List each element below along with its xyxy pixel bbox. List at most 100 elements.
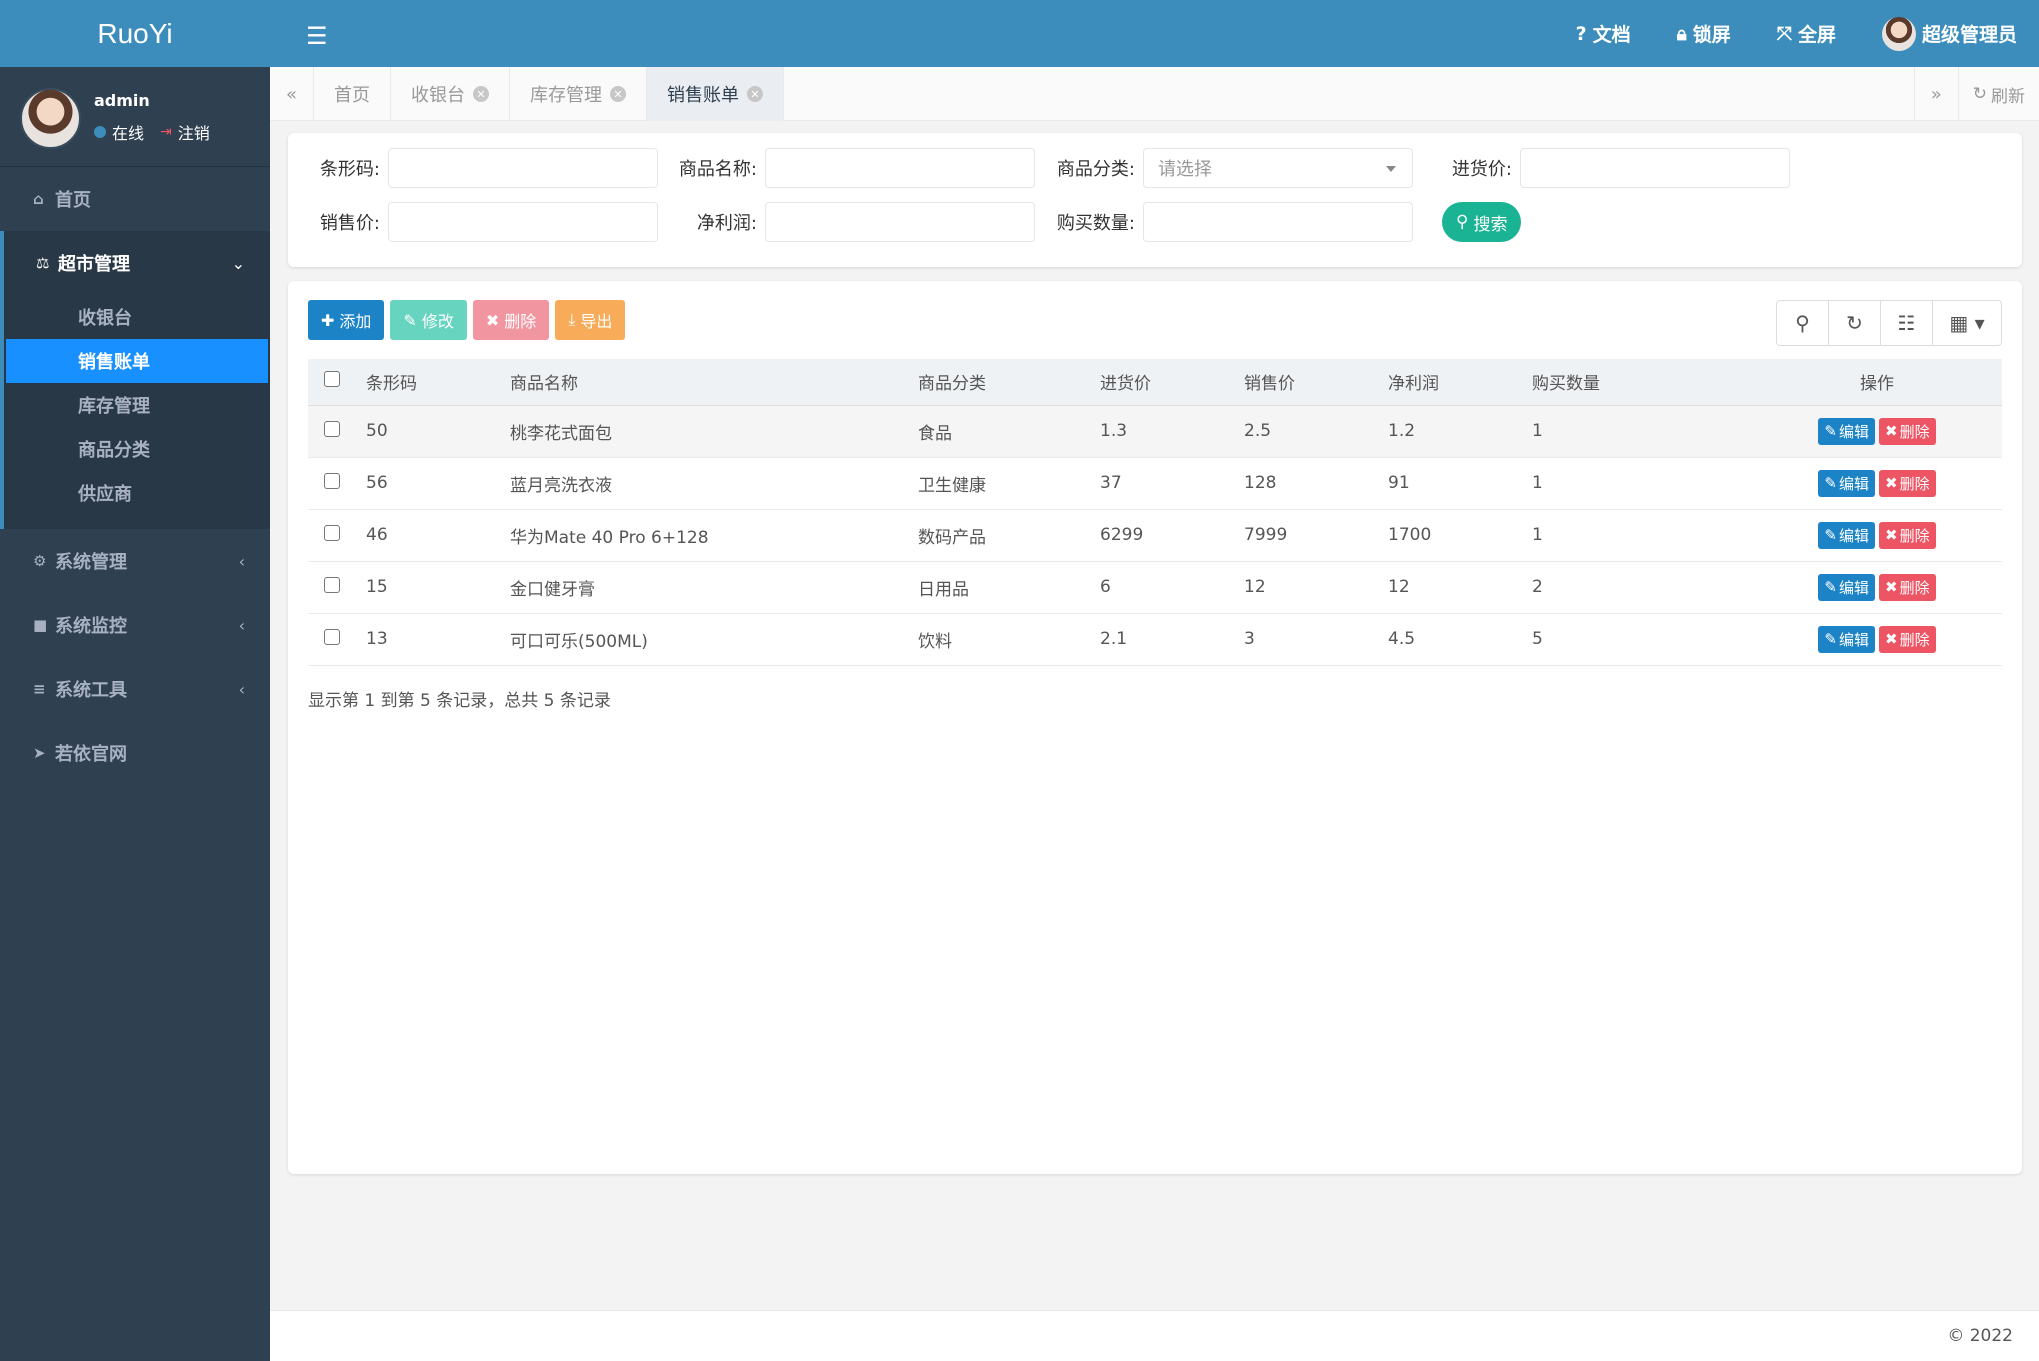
col-name[interactable]: 商品名称: [510, 359, 918, 406]
add-button[interactable]: ✚ 添加: [308, 300, 385, 340]
table-row[interactable]: 46 华为Mate 40 Pro 6+128 数码产品 6299 7999 1700 1 ✎ 编…: [308, 509, 2002, 562]
table-row[interactable]: 56 蓝月亮洗衣液 卫生健康 37 128 91 1 ✎ 编辑 ✖ 删除: [308, 457, 2002, 510]
row-delete-button[interactable]: ✖ 删除: [1879, 417, 1936, 445]
close-icon[interactable]: ✕: [473, 86, 489, 102]
net-profit-input[interactable]: [765, 202, 1035, 242]
edit-label: 修改: [421, 312, 454, 331]
sidebar-subitem-supplier[interactable]: 供应商: [78, 484, 132, 505]
refresh-button[interactable]: ↻ 刷新: [1957, 67, 2039, 121]
row-edit-button[interactable]: ✎ 编辑: [1818, 417, 1875, 445]
sidebar-subitem-inventory[interactable]: 库存管理: [78, 396, 150, 417]
row-delete-button[interactable]: ✖ 删除: [1879, 469, 1936, 497]
menu-toggle-icon[interactable]: ☰: [306, 22, 328, 50]
col-sale-price[interactable]: 销售价: [1244, 359, 1388, 406]
category-select[interactable]: 请选择: [1143, 148, 1413, 188]
sidebar-item-system[interactable]: ⚙ 系统管理 ‹: [0, 529, 270, 593]
table-cell: 4.5: [1388, 613, 1532, 666]
edit-button[interactable]: ✎ 修改: [390, 300, 467, 340]
sidebar-item-label: 首页: [55, 190, 91, 211]
quantity-input[interactable]: [1143, 202, 1413, 242]
table-cell: 数码产品: [918, 509, 1100, 562]
row-checkbox[interactable]: [324, 628, 340, 645]
user-menu-label: 超级管理员: [1921, 24, 2017, 46]
table-row[interactable]: 50 桃李花式面包 食品 1.3 2.5 1.2 1 ✎ 编辑 ✖ 删除: [308, 405, 2002, 458]
list-icon[interactable]: ☷: [1881, 301, 1933, 345]
search-icon: ⚲: [1456, 212, 1469, 231]
sidebar-subitem-sales-bill[interactable]: 销售账单: [6, 339, 268, 383]
chevron-left-icon: ‹: [238, 615, 245, 635]
delete-button[interactable]: ✖ 删除: [472, 300, 550, 340]
table-cell: 1: [1532, 509, 1752, 562]
tabs-scroll-left-icon[interactable]: «: [270, 67, 314, 121]
select-all-checkbox[interactable]: [324, 371, 340, 388]
sidebar-subitem-category[interactable]: 商品分类: [78, 440, 150, 461]
row-checkbox[interactable]: [324, 472, 340, 489]
row-edit-label: 编辑: [1838, 526, 1869, 545]
sale-price-input[interactable]: [388, 202, 658, 242]
table-cell: 桃李花式面包: [510, 405, 918, 458]
col-category[interactable]: 商品分类: [918, 359, 1100, 406]
avatar[interactable]: [20, 88, 81, 149]
download-icon: ⤓: [568, 310, 576, 329]
table-row[interactable]: 13 可口可乐(500ML) 饮料 2.1 3 4.5 5 ✎ 编辑 ✖ 删除: [308, 613, 2002, 666]
user-panel: admin 在线 ⇥ 注销: [0, 67, 270, 167]
lock-button[interactable]: 🔒︎ 锁屏: [1677, 20, 1731, 47]
tabs-scroll-right-icon[interactable]: »: [1913, 67, 1958, 121]
row-edit-button[interactable]: ✎ 编辑: [1818, 573, 1875, 601]
sidebar-item-monitor[interactable]: ■ 系统监控 ‹: [0, 593, 270, 657]
table-cell: 37: [1100, 457, 1244, 510]
columns-icon[interactable]: ▦ ▾: [1949, 311, 1985, 335]
row-delete-button[interactable]: ✖ 删除: [1879, 573, 1936, 601]
fullscreen-button[interactable]: ⤧ 全屏: [1777, 20, 1836, 47]
edit-icon: ✎: [1824, 578, 1837, 596]
sidebar-item-tools[interactable]: ≡ 系统工具 ‹: [0, 657, 270, 721]
barcode-label: 条形码:: [319, 159, 380, 180]
row-delete-button[interactable]: ✖ 删除: [1879, 625, 1936, 653]
tab-home[interactable]: 首页: [314, 67, 391, 121]
tab-sales-bill[interactable]: 销售账单 ✕: [647, 67, 784, 121]
logout-icon[interactable]: ⇥: [160, 124, 172, 140]
col-quantity[interactable]: 购买数量: [1532, 359, 1752, 406]
name-input[interactable]: [765, 148, 1035, 188]
row-checkbox[interactable]: [324, 524, 340, 541]
user-menu[interactable]: 超级管理员: [1881, 16, 2017, 51]
row-delete-button[interactable]: ✖ 删除: [1879, 521, 1936, 549]
tab-cashier[interactable]: 收银台 ✕: [391, 67, 510, 121]
row-edit-label: 编辑: [1838, 578, 1869, 597]
table-panel: ✚ 添加 ✎ 修改 ✖ 删除 ⤓ 导出 ⚲ ↻ ☷ ▦ ▾ 条形码 商品名称 商品分类 …: [288, 281, 2022, 1174]
table-cell: 46: [366, 509, 510, 562]
sale-price-label: 销售价:: [319, 213, 380, 234]
barcode-input[interactable]: [388, 148, 658, 188]
export-button[interactable]: ⤓ 导出: [555, 300, 626, 340]
row-checkbox[interactable]: [324, 420, 340, 437]
lock-label: 锁屏: [1692, 24, 1731, 46]
search-form: 条形码: 商品名称: 商品分类: 请选择 进货价: 销售价: 净利润: 购买数量…: [288, 133, 2022, 267]
pagination-info: 显示第 1 到第 5 条记录，总共 5 条记录: [308, 691, 611, 711]
row-delete-label: 删除: [1899, 630, 1930, 649]
row-edit-button[interactable]: ✎ 编辑: [1818, 521, 1875, 549]
sidebar-item-supermarket[interactable]: ⚖ 超市管理 ⌄: [4, 231, 270, 295]
row-delete-label: 删除: [1899, 422, 1930, 441]
col-purchase-price[interactable]: 进货价: [1100, 359, 1244, 406]
app-logo[interactable]: RuoYi: [0, 0, 270, 67]
send-icon: ➤: [33, 744, 46, 762]
table-row[interactable]: 15 金口健牙膏 日用品 6 12 12 2 ✎ 编辑 ✖ 删除: [308, 561, 2002, 614]
tab-inventory[interactable]: 库存管理 ✕: [510, 67, 647, 121]
sidebar-subitem-cashier[interactable]: 收银台: [78, 308, 132, 329]
purchase-price-input[interactable]: [1520, 148, 1790, 188]
search-button[interactable]: ⚲ 搜索: [1442, 202, 1522, 242]
row-checkbox[interactable]: [324, 576, 340, 593]
docs-button[interactable]: ? 文档: [1576, 20, 1631, 47]
row-edit-button[interactable]: ✎ 编辑: [1818, 469, 1875, 497]
sidebar-item-website[interactable]: ➤ 若依官网: [0, 721, 270, 785]
close-icon[interactable]: ✕: [747, 86, 763, 102]
refresh-icon[interactable]: ↻: [1829, 301, 1881, 345]
close-icon[interactable]: ✕: [610, 86, 626, 102]
col-net-profit[interactable]: 净利润: [1388, 359, 1532, 406]
sidebar-item-home[interactable]: ⌂ 首页: [0, 167, 270, 231]
row-edit-button[interactable]: ✎ 编辑: [1818, 625, 1875, 653]
search-icon[interactable]: ⚲: [1777, 301, 1829, 345]
logout-link[interactable]: 注销: [177, 124, 210, 143]
col-barcode[interactable]: 条形码: [366, 359, 510, 406]
search-label: 搜索: [1473, 214, 1508, 234]
